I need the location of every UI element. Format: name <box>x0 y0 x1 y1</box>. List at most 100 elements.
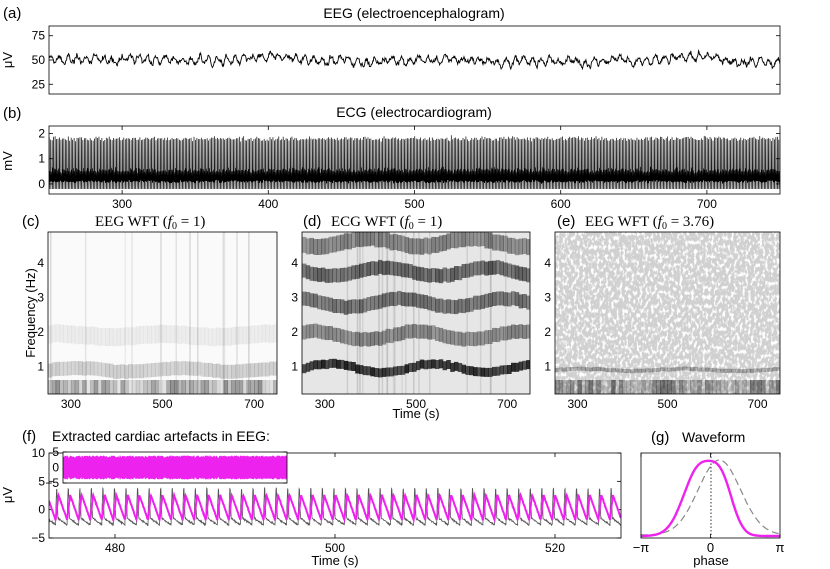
ridge-cell <box>492 260 497 275</box>
streak <box>489 232 492 394</box>
ridge-cell <box>442 299 447 314</box>
ecg-title: ECG (electrocardiogram) <box>336 104 492 120</box>
ridge-cell <box>400 235 406 252</box>
ridge-cell <box>393 234 398 250</box>
low-freq-cell <box>246 380 251 394</box>
low-freq-cell <box>273 380 277 394</box>
ridge-cell <box>332 327 337 342</box>
ridge-cell <box>219 364 225 379</box>
ridge-cell <box>720 368 725 373</box>
ridge-cell <box>109 328 114 346</box>
ridge-cell <box>351 265 356 280</box>
ridge-cell <box>381 232 387 248</box>
ridge-cell <box>343 300 349 315</box>
ytick-label: 5 <box>38 474 45 488</box>
ridge-cell <box>393 327 398 342</box>
ridge-cell <box>170 325 175 344</box>
ridge-cell <box>67 361 72 376</box>
ridge-cell <box>370 367 375 377</box>
low-freq-cell <box>105 380 110 394</box>
low-freq-cell <box>776 380 780 394</box>
ridge-cell <box>412 362 417 372</box>
ridge-cell <box>313 360 318 370</box>
ridge-cell <box>302 325 307 340</box>
ridge-cell <box>328 297 333 312</box>
low-freq-cell <box>101 380 106 394</box>
ridge-cell <box>112 328 118 347</box>
low-freq-cell <box>55 380 60 394</box>
ridge-cell <box>397 262 402 277</box>
ridge-cell <box>419 267 425 282</box>
ridge-cell <box>558 367 564 372</box>
low-freq-cell <box>611 380 616 394</box>
ridge-cell <box>484 367 489 377</box>
low-freq-cell <box>219 380 225 394</box>
ridge-cell <box>120 364 125 379</box>
ridge-cell <box>336 299 341 313</box>
low-freq-cell <box>93 380 99 394</box>
ridge-cell <box>570 367 575 371</box>
ridge-cell <box>265 324 270 343</box>
low-freq-cell <box>630 380 635 394</box>
ridge-cell <box>526 324 530 339</box>
ridge-cell <box>393 292 398 307</box>
ridge-cell <box>671 367 676 372</box>
ridge-cell <box>416 293 421 308</box>
eeg-wft-heatmap <box>48 232 277 394</box>
ridge-cell <box>431 359 436 369</box>
ridge-cell <box>503 292 508 307</box>
ridge-cell <box>343 360 349 370</box>
low-freq-cell <box>196 380 202 394</box>
ridge-cell <box>585 367 590 372</box>
ridge-cell <box>514 239 520 256</box>
ridge-cell <box>503 235 508 252</box>
ridge-cell <box>246 326 251 345</box>
ridge-cell <box>507 292 512 307</box>
ridge-cell <box>200 362 206 377</box>
ridge-cell <box>366 366 371 376</box>
ridge-cell <box>374 331 379 346</box>
low-freq-cell <box>109 380 114 394</box>
ridge-cell <box>716 368 721 373</box>
ridge-cell <box>336 359 341 369</box>
ridge-cell <box>522 238 527 255</box>
ridge-cell <box>511 237 516 254</box>
low-freq-cell <box>645 380 650 394</box>
ridge-cell <box>166 325 171 344</box>
ridge-cell <box>518 294 523 309</box>
ridge-cell <box>378 232 383 248</box>
low-freq-cell <box>667 380 672 394</box>
ridge-cell <box>381 261 387 276</box>
ridge-cell <box>366 262 371 276</box>
ridge-cell <box>476 295 482 310</box>
ridge-cell <box>765 367 770 372</box>
ridge-cell <box>611 368 616 373</box>
low-freq-cell <box>641 380 646 394</box>
ridge-cell <box>362 232 368 247</box>
ridge-cell <box>442 329 447 344</box>
ridge-cell <box>693 367 699 371</box>
ridge-cell <box>488 367 493 377</box>
ridge-cell <box>97 327 102 346</box>
low-freq-cell <box>570 380 575 394</box>
ridge-cell <box>305 292 311 306</box>
eeg-wft-title: EEG WFT (f0 = 1) <box>95 214 205 232</box>
ridge-cell <box>419 238 425 255</box>
panel-label-b: (b) <box>3 105 21 122</box>
low-freq-cell <box>265 380 270 394</box>
ridge-cell <box>250 363 255 378</box>
ridge-cell <box>446 299 451 314</box>
ridge-cell <box>423 268 428 282</box>
low-freq-cell <box>675 380 680 394</box>
ridge-cell <box>370 331 375 346</box>
ridge-cell <box>511 264 516 279</box>
panel-f: (f) Extracted cardiac artefacts in EEG: … <box>0 428 622 568</box>
ridge-cell <box>359 263 364 278</box>
ridge-cell <box>480 331 485 346</box>
ridge-cell <box>522 267 527 282</box>
ytick-label: 3 <box>291 290 298 304</box>
ridge-cell <box>48 363 53 378</box>
streak <box>429 232 431 394</box>
ridge-cell <box>193 361 198 376</box>
ridge-cell <box>423 324 428 339</box>
